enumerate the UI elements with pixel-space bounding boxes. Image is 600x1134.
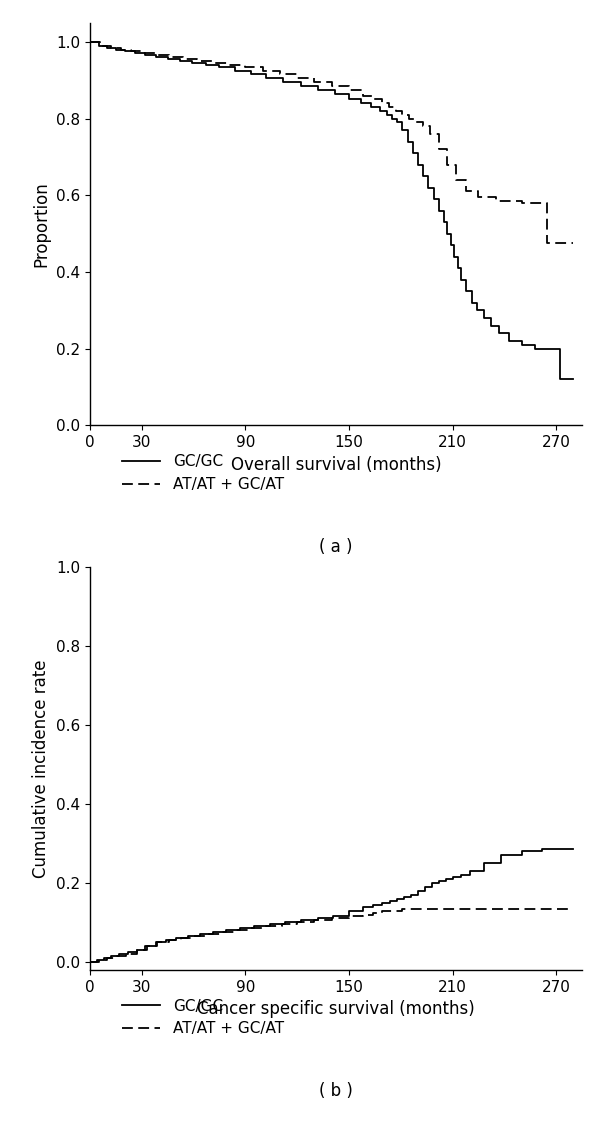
X-axis label: Overall survival (months): Overall survival (months) [230, 456, 442, 474]
Legend: GC/GC, AT/AT + GC/AT: GC/GC, AT/AT + GC/AT [122, 999, 284, 1036]
Y-axis label: Cumulative incidence rate: Cumulative incidence rate [32, 659, 50, 878]
Text: ( b ): ( b ) [319, 1082, 353, 1100]
Y-axis label: Proportion: Proportion [32, 181, 50, 266]
Text: ( a ): ( a ) [319, 538, 353, 556]
Legend: GC/GC, AT/AT + GC/AT: GC/GC, AT/AT + GC/AT [122, 455, 284, 492]
X-axis label: Cancer specific survival (months): Cancer specific survival (months) [197, 1000, 475, 1018]
